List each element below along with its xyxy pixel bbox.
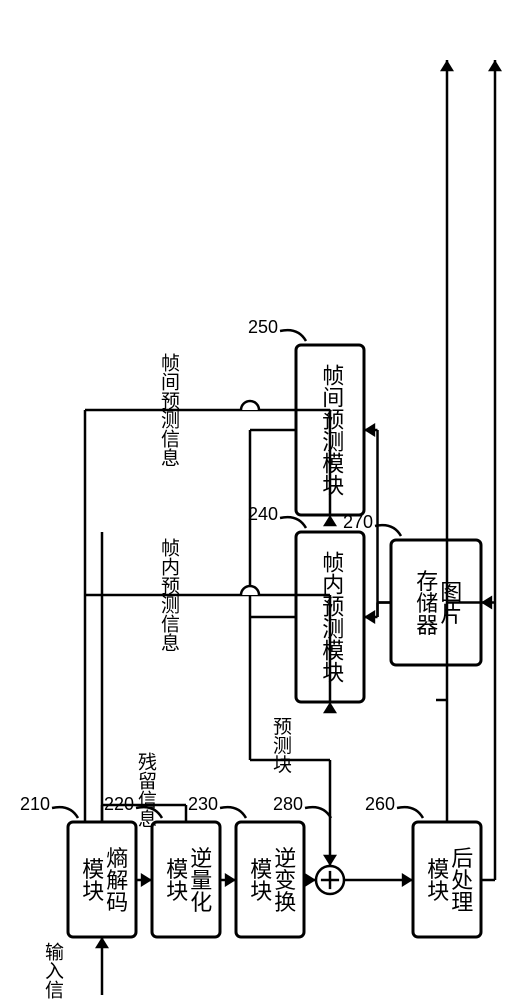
n210-label: 模块 [79, 858, 104, 902]
leader [220, 807, 246, 818]
block-number: 250 [248, 317, 278, 337]
n270-label: 存储器 [413, 570, 438, 636]
n210-label: 熵解码 [103, 847, 128, 913]
block-number: 280 [273, 794, 303, 814]
block-number: 240 [248, 504, 278, 524]
arrowhead [364, 610, 375, 624]
n260-label: 模块 [424, 858, 449, 902]
n260-label: 后处理 [448, 847, 473, 913]
arrowhead [225, 873, 236, 887]
leader [280, 330, 306, 341]
n220-label: 逆量化 [187, 847, 212, 913]
block-number: 230 [188, 794, 218, 814]
arrowhead [323, 855, 337, 866]
leader [280, 517, 306, 528]
arrowhead [305, 873, 316, 887]
leader [305, 807, 331, 818]
leader [375, 525, 401, 536]
block-number: 260 [365, 794, 395, 814]
n240-label: 帧内预测模块 [319, 551, 344, 683]
hop [241, 586, 259, 595]
n230-label: 模块 [247, 858, 272, 902]
hop [241, 401, 259, 410]
decoder-block-diagram: 熵解码模块210逆量化模块220逆变换模块230帧内预测模块240帧间预测模块2… [0, 0, 507, 1000]
pred_blk-label: 预测块 [270, 716, 292, 773]
arrowhead [364, 423, 375, 437]
arrowhead [488, 60, 502, 71]
arrowhead [141, 873, 152, 887]
arrowhead [402, 873, 413, 887]
block-number: 210 [20, 794, 50, 814]
arrowhead [323, 702, 337, 713]
residual-label: 残留信息 [135, 752, 157, 828]
arrowhead [95, 937, 109, 948]
n220-label: 模块 [163, 858, 188, 902]
n230-label: 逆变换 [271, 847, 296, 913]
block-number: 270 [343, 512, 373, 532]
arrowhead [481, 596, 492, 610]
arrowhead [440, 60, 454, 71]
input-label: 输入信号 [42, 942, 64, 1000]
leader [52, 807, 78, 818]
arrowhead [323, 515, 337, 526]
n250-label: 帧间预测模块 [319, 364, 344, 496]
leader [397, 807, 423, 818]
